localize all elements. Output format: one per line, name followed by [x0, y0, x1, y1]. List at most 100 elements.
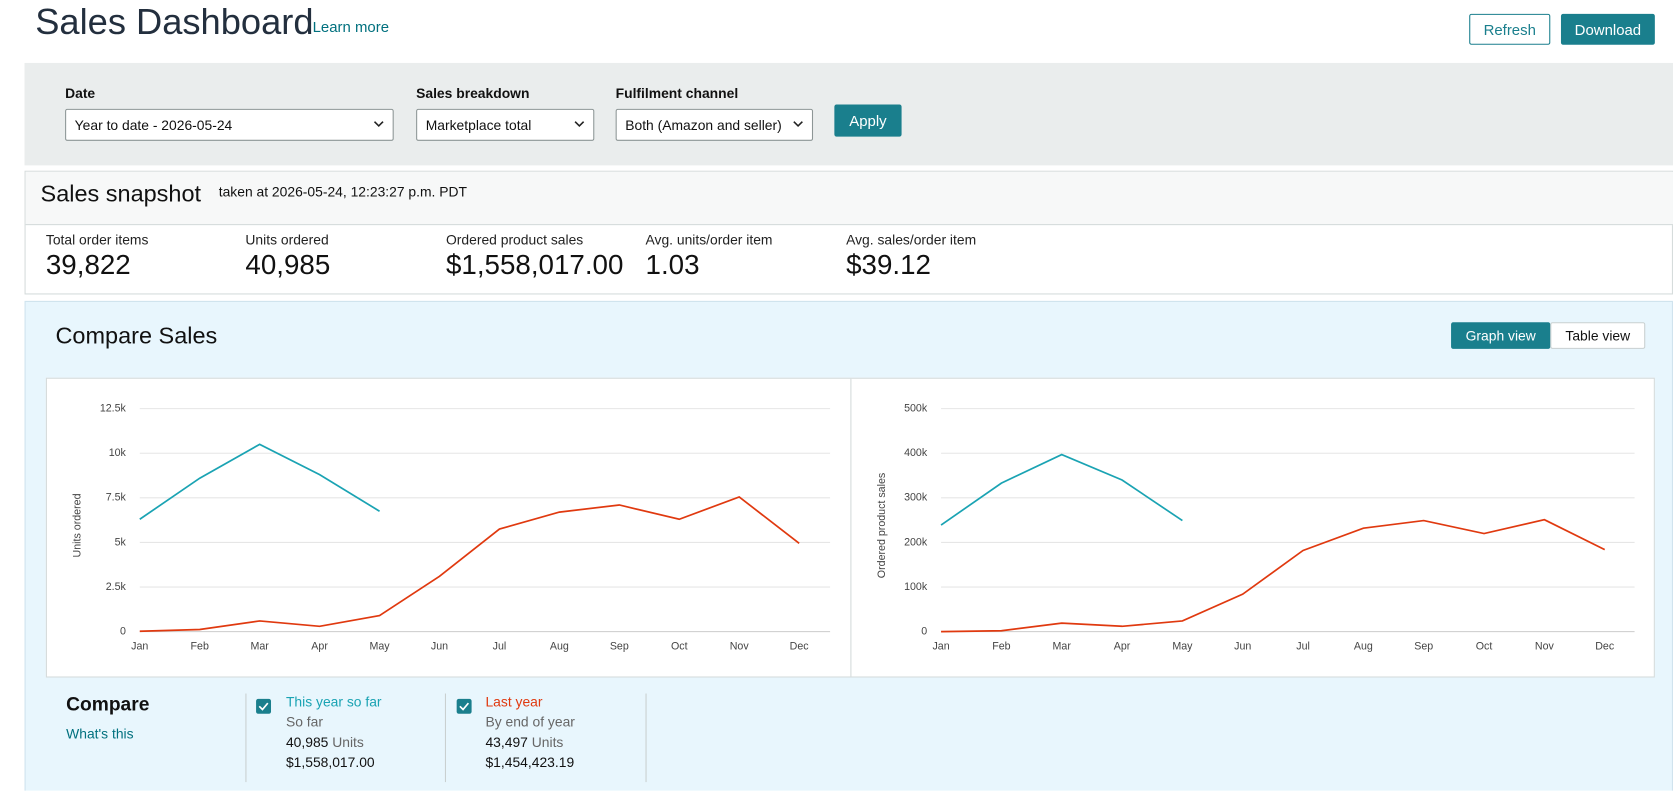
- metric-label: Ordered product sales: [445, 231, 584, 248]
- refresh-button[interactable]: Refresh: [1469, 13, 1551, 45]
- x-tick-label: Jul: [1296, 640, 1310, 652]
- period: By end of year: [485, 713, 575, 730]
- x-tick-label: Dec: [1595, 640, 1615, 652]
- metric-label: Avg. sales/order item: [846, 231, 977, 248]
- metric-value: 40,985: [245, 248, 331, 281]
- select-value: Year to date - 2026-05-24: [74, 117, 233, 134]
- x-tick-label: Nov: [730, 640, 750, 652]
- checkbox[interactable]: [256, 698, 272, 714]
- select-value: Marketplace total: [425, 117, 532, 134]
- x-tick-label: Oct: [671, 640, 688, 652]
- x-tick-label: Nov: [1535, 640, 1555, 652]
- chart-divider: [850, 378, 852, 677]
- table-view-button[interactable]: Table view: [1550, 322, 1646, 349]
- series-name: Last year: [485, 693, 543, 710]
- x-tick-label: Jun: [431, 640, 448, 652]
- series-line: [941, 518, 1606, 633]
- check-icon: [459, 702, 470, 711]
- metric-label: Units ordered: [245, 231, 329, 248]
- filter-label: Date: [65, 85, 96, 102]
- learn-more-link[interactable]: Learn more: [312, 18, 390, 36]
- series-line: [940, 453, 1183, 526]
- y-tick-label: 7.5k: [106, 492, 127, 504]
- x-tick-label: Feb: [992, 640, 1010, 652]
- y-axis-label: Ordered product sales: [876, 473, 888, 578]
- series-line: [139, 443, 380, 520]
- x-tick-label: Jul: [493, 640, 507, 652]
- x-tick-label: Apr: [1114, 640, 1131, 652]
- snapshot-header: [25, 171, 1673, 226]
- snapshot-title: Sales snapshot: [40, 180, 202, 207]
- x-tick-label: May: [1172, 640, 1193, 652]
- metric-value: 39,822: [45, 248, 131, 281]
- x-tick-label: Sep: [1414, 640, 1433, 652]
- select-value: Both (Amazon and seller): [625, 117, 782, 134]
- y-tick-label: 200k: [904, 536, 928, 548]
- y-tick-label: 10k: [109, 447, 127, 459]
- channel-select[interactable]: Both (Amazon and seller): [615, 108, 814, 141]
- x-tick-label: Mar: [1053, 640, 1072, 652]
- units: 40,985: [285, 734, 329, 751]
- page-title: Sales Dashboard: [35, 2, 314, 43]
- metric-label: Total order items: [45, 231, 149, 248]
- y-tick-label: 2.5k: [106, 581, 127, 593]
- chevron: [793, 121, 803, 128]
- x-tick-label: Jan: [131, 640, 148, 652]
- column-divider: [245, 693, 247, 783]
- filter-label: Fulfilment channel: [615, 85, 739, 102]
- column-divider: [444, 693, 446, 783]
- y-tick-label: 0: [921, 625, 927, 637]
- y-tick-label: 500k: [904, 402, 928, 414]
- apply-button[interactable]: Apply: [834, 104, 902, 137]
- snapshot-timestamp: taken at 2026-05-24, 12:23:27 p.m. PDT: [218, 183, 468, 200]
- y-tick-label: 5k: [115, 536, 127, 548]
- column-divider: [645, 693, 647, 783]
- unit-label: Units: [332, 734, 364, 751]
- units-line: 40,985 Units: [286, 734, 364, 750]
- date-select[interactable]: Year to date - 2026-05-24: [65, 108, 394, 141]
- chevron: [373, 121, 384, 128]
- metric-label: Avg. units/order item: [645, 231, 773, 248]
- y-tick-label: 400k: [904, 447, 928, 459]
- metric-value: $39.12: [846, 248, 931, 281]
- series-line: [139, 495, 800, 633]
- filter-label: Sales breakdown: [416, 85, 530, 102]
- compare-title: Compare Sales: [55, 322, 218, 349]
- metric-value: $1,558,017.00: [445, 248, 624, 281]
- y-tick-label: 100k: [904, 581, 928, 593]
- series-name: This year so far: [285, 693, 382, 710]
- y-axis-label: Units ordered: [72, 493, 84, 557]
- graph-view-button[interactable]: Graph view: [1451, 322, 1551, 349]
- units-line: 43,497 Units: [485, 734, 563, 750]
- x-tick-label: Aug: [1354, 640, 1373, 652]
- y-tick-label: 0: [120, 625, 126, 637]
- compare-heading: Compare: [66, 693, 150, 715]
- x-tick-label: Sep: [610, 640, 629, 652]
- breakdown-select[interactable]: Marketplace total: [416, 108, 595, 141]
- x-tick-label: Feb: [191, 640, 209, 652]
- x-tick-label: Aug: [550, 640, 569, 652]
- y-tick-label: 12.5k: [100, 402, 127, 414]
- x-tick-label: Apr: [311, 640, 328, 652]
- period: So far: [285, 713, 323, 730]
- sales: $1,454,423.19: [485, 754, 575, 771]
- download-button[interactable]: Download: [1560, 13, 1655, 45]
- x-tick-label: Jan: [932, 640, 949, 652]
- x-tick-label: Oct: [1476, 640, 1493, 652]
- metric-value: 1.03: [645, 248, 700, 281]
- x-tick-label: Mar: [250, 640, 269, 652]
- units: 43,497: [485, 734, 528, 751]
- checkbox[interactable]: [456, 698, 472, 714]
- check-icon: [258, 702, 269, 711]
- sales: $1,558,017.00: [285, 754, 375, 771]
- y-tick-label: 300k: [904, 492, 928, 504]
- x-tick-label: May: [369, 640, 390, 652]
- whats-this-link[interactable]: What's this: [66, 725, 134, 742]
- chevron: [574, 121, 585, 128]
- unit-label: Units: [531, 734, 564, 751]
- x-tick-label: Jun: [1234, 640, 1251, 652]
- x-tick-label: Dec: [790, 640, 810, 652]
